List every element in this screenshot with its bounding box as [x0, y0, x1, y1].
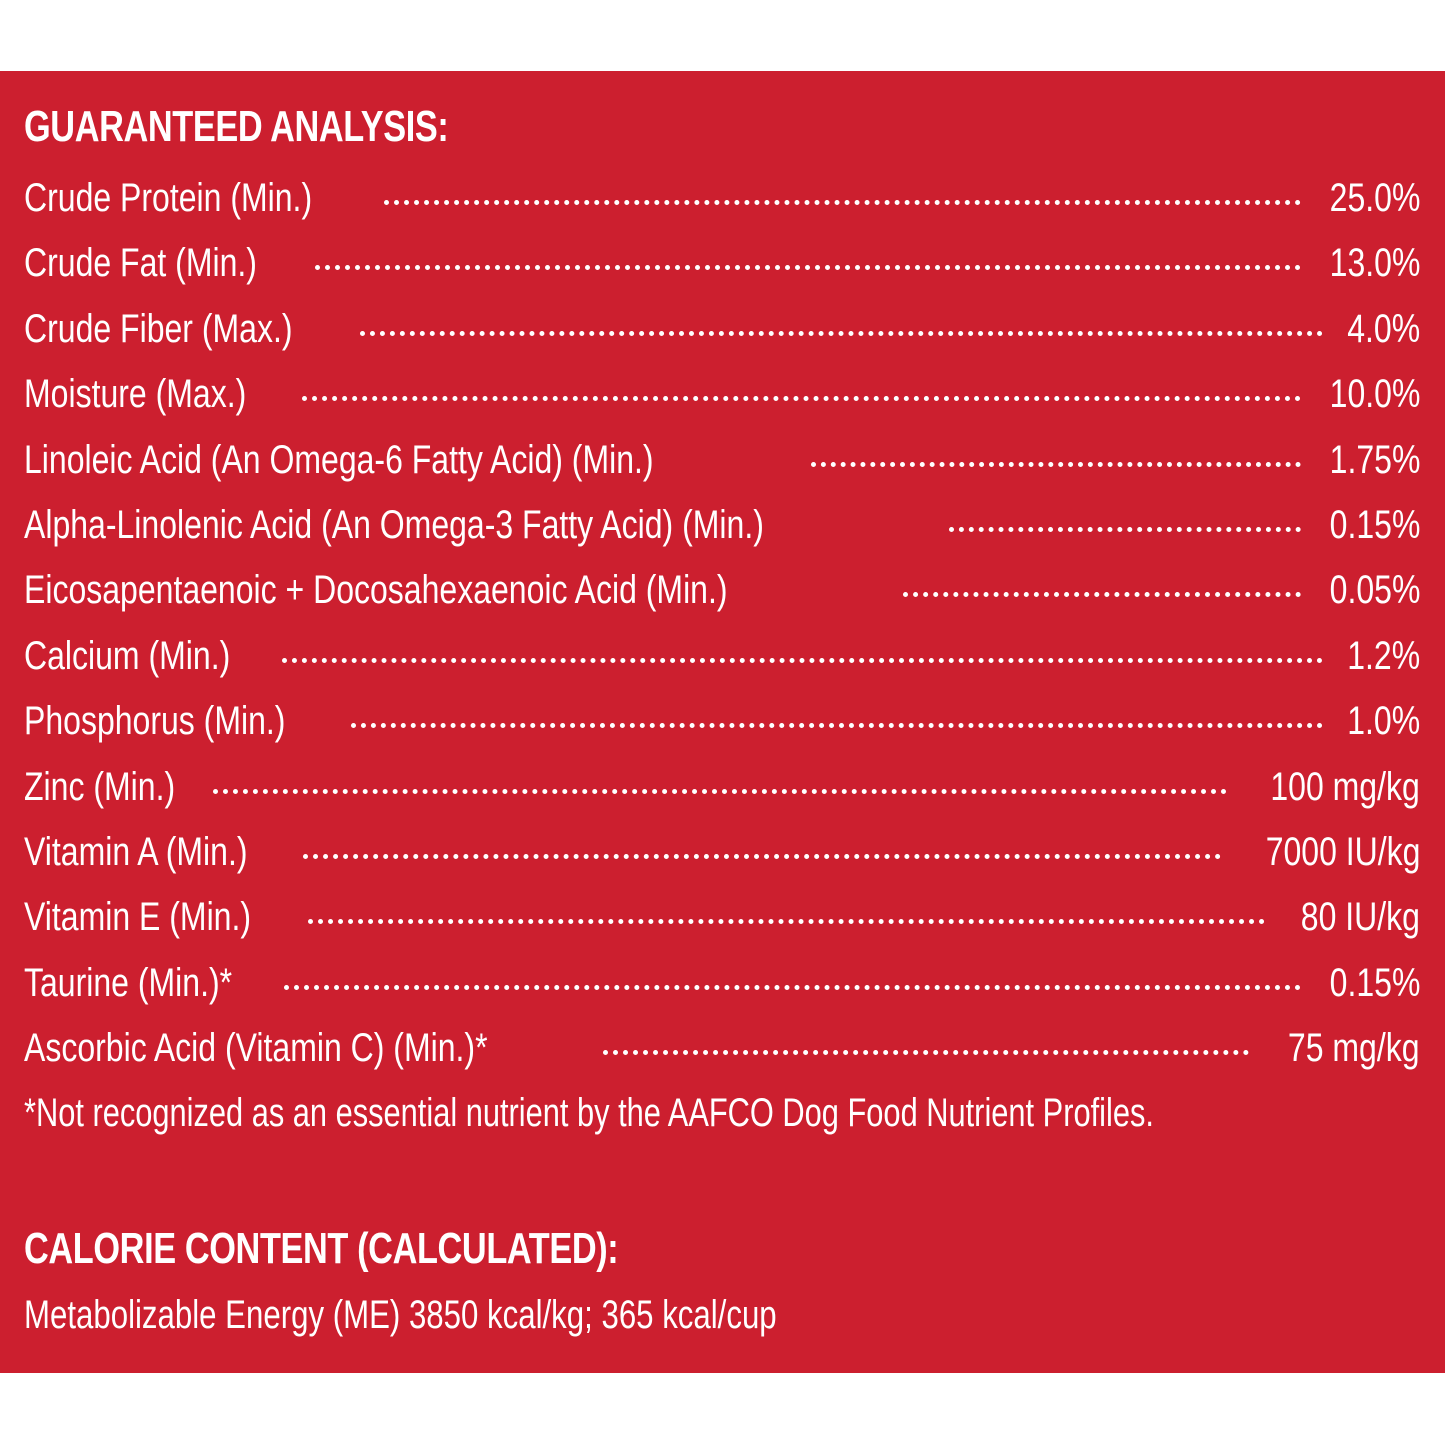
dot-leader — [903, 592, 1301, 598]
dot-leader — [359, 330, 1323, 336]
aafco-footnote: *Not recognized as an essential nutrient… — [24, 1091, 1154, 1135]
row-label: Eicosapentaenoic + Docosahexaenoic Acid … — [24, 568, 728, 613]
row-label: Phosphorus (Min.) — [24, 699, 286, 744]
dot-leader — [810, 461, 1301, 467]
row-value: 13.0% — [1329, 241, 1420, 286]
row-value: 0.15% — [1329, 960, 1420, 1005]
table-row: Calcium (Min.) 1.2% — [24, 624, 1420, 689]
dot-leader — [284, 984, 1301, 990]
table-row: Zinc (Min.) 100 mg/kg — [24, 755, 1420, 820]
row-label: Calcium (Min.) — [24, 633, 231, 678]
row-label: Crude Fiber (Max.) — [24, 306, 293, 351]
dot-leader — [212, 788, 1228, 794]
nutrition-panel: GUARANTEED ANALYSIS: Crude Protein (Min.… — [0, 71, 1445, 1373]
row-value: 0.15% — [1329, 502, 1420, 547]
row-label: Zinc (Min.) — [24, 764, 176, 809]
dot-leader — [603, 1050, 1250, 1056]
dot-leader — [350, 723, 1323, 729]
row-value: 100 mg/kg — [1270, 764, 1420, 809]
table-row: Crude Fat (Min.) 13.0% — [24, 231, 1420, 296]
row-label: Linoleic Acid (An Omega-6 Fatty Acid) (M… — [24, 437, 654, 482]
row-value: 4.0% — [1347, 306, 1420, 351]
table-row: Moisture (Max.) 10.0% — [24, 362, 1420, 427]
table-row: Phosphorus (Min.) 1.0% — [24, 689, 1420, 754]
dot-leader — [303, 853, 1221, 859]
row-value: 1.75% — [1329, 437, 1420, 482]
dot-leader — [315, 265, 1301, 271]
row-value: 1.2% — [1347, 633, 1420, 678]
dot-leader — [301, 396, 1301, 402]
row-label: Ascorbic Acid (Vitamin C) (Min.)* — [24, 1026, 488, 1071]
row-label: Alpha-Linolenic Acid (An Omega-3 Fatty A… — [24, 502, 764, 547]
row-value: 1.0% — [1347, 699, 1420, 744]
metabolizable-energy: Metabolizable Energy (ME) 3850 kcal/kg; … — [24, 1293, 777, 1337]
table-row: Linoleic Acid (An Omega-6 Fatty Acid) (M… — [24, 428, 1420, 493]
row-label: Vitamin A (Min.) — [24, 829, 248, 874]
row-label: Taurine (Min.)* — [24, 960, 233, 1005]
dot-leader — [281, 657, 1323, 663]
row-label: Crude Protein (Min.) — [24, 176, 313, 220]
dot-leader — [948, 526, 1301, 532]
row-value: 25.0% — [1329, 176, 1420, 220]
table-row: Vitamin E (Min.) 80 IU/kg — [24, 885, 1420, 950]
analysis-table: Crude Protein (Min.) 25.0% Crude Fat (Mi… — [24, 166, 1420, 1081]
table-row: Eicosapentaenoic + Docosahexaenoic Acid … — [24, 558, 1420, 623]
dot-leader — [384, 200, 1301, 205]
table-row: Alpha-Linolenic Acid (An Omega-3 Fatty A… — [24, 493, 1420, 558]
guaranteed-analysis-title: GUARANTEED ANALYSIS: — [24, 102, 449, 151]
table-row: Crude Protein (Min.) 25.0% — [24, 166, 1420, 231]
row-label: Vitamin E (Min.) — [24, 895, 252, 940]
table-row: Vitamin A (Min.) 7000 IU/kg — [24, 820, 1420, 885]
row-value: 75 mg/kg — [1288, 1026, 1420, 1071]
dot-leader — [307, 919, 1266, 925]
table-row: Crude Fiber (Max.) 4.0% — [24, 297, 1420, 362]
table-row: Taurine (Min.)* 0.15% — [24, 951, 1420, 1016]
row-label: Crude Fat (Min.) — [24, 241, 257, 286]
row-value: 0.05% — [1329, 568, 1420, 613]
row-value: 7000 IU/kg — [1265, 829, 1420, 874]
row-value: 10.0% — [1329, 372, 1420, 417]
calorie-content-title: CALORIE CONTENT (CALCULATED): — [24, 1224, 619, 1273]
row-value: 80 IU/kg — [1300, 895, 1420, 940]
row-label: Moisture (Max.) — [24, 372, 247, 417]
table-row: Ascorbic Acid (Vitamin C) (Min.)* 75 mg/… — [24, 1016, 1420, 1081]
